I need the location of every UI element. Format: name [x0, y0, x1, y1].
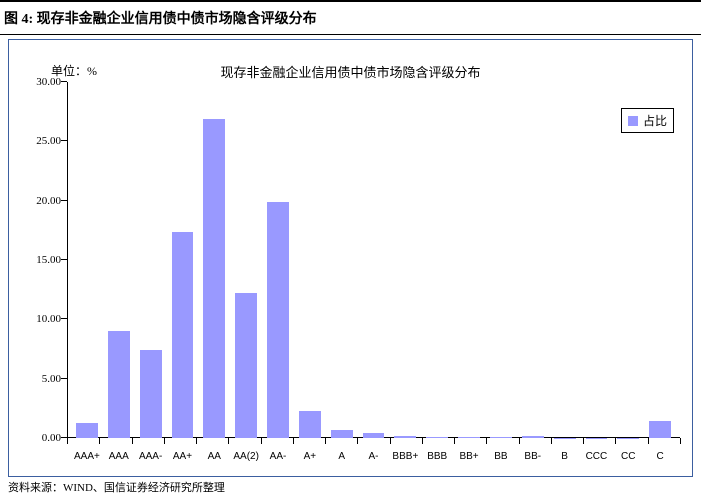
bar: C — [649, 421, 671, 438]
x-tick — [132, 438, 133, 444]
x-tick — [519, 438, 520, 444]
y-tick-label: 10.00 — [19, 313, 61, 325]
x-category-label: A — [338, 451, 345, 462]
bar: BB- — [522, 436, 544, 438]
x-tick — [422, 438, 423, 444]
x-category-label: AAA — [109, 451, 129, 462]
bar: A- — [363, 433, 385, 438]
x-tick — [164, 438, 165, 444]
plot-area: 0.005.0010.0015.0020.0025.0030.00 AAA+AA… — [67, 82, 680, 438]
bar: AAA — [108, 331, 130, 438]
bar: BBB+ — [394, 436, 416, 438]
source-text: 资料来源：WIND、国信证券经济研究所整理 — [8, 482, 225, 494]
bar: AAA+ — [76, 423, 98, 438]
bar: A+ — [299, 411, 321, 438]
chart-title: 现存非金融企业信用债中债市场隐含评级分布 — [220, 62, 480, 81]
x-tick — [357, 438, 358, 444]
x-tick — [648, 438, 649, 444]
y-tick-label: 15.00 — [19, 254, 61, 266]
x-tick — [390, 438, 391, 444]
bars-region: AAA+AAAAAA-AA+AAAA(2)AA-A+AA-BBB+BBBBB+B… — [67, 82, 680, 438]
bar: AAA- — [140, 350, 162, 438]
bar: A — [331, 430, 353, 438]
bar: BBB — [426, 437, 448, 438]
bar: AA — [203, 119, 225, 438]
chart-container: 单位：% 现存非金融企业信用债中债市场隐含评级分布 占比 0.005.0010.… — [8, 39, 693, 477]
x-category-label: BBB — [427, 451, 447, 462]
x-category-label: B — [561, 451, 568, 462]
x-category-label: C — [656, 451, 663, 462]
x-category-label: AA+ — [173, 451, 192, 462]
x-category-label: AA — [208, 451, 221, 462]
y-tick-label: 5.00 — [19, 373, 61, 385]
x-tick — [196, 438, 197, 444]
x-tick — [680, 438, 681, 444]
x-category-label: CCC — [586, 451, 608, 462]
x-tick — [293, 438, 294, 444]
x-category-label: BB — [494, 451, 507, 462]
x-category-label: AA- — [270, 451, 287, 462]
x-tick — [67, 438, 68, 444]
x-tick — [228, 438, 229, 444]
x-category-label: AAA+ — [74, 451, 100, 462]
x-tick — [99, 438, 100, 444]
x-category-label: AAA- — [139, 451, 162, 462]
x-tick — [454, 438, 455, 444]
x-tick — [325, 438, 326, 444]
figure-header: 图 4: 现存非金融企业信用债中债市场隐含评级分布 — [0, 0, 701, 35]
x-category-label: A- — [369, 451, 379, 462]
bar: AA+ — [172, 232, 194, 438]
source-note: 资料来源：WIND、国信证券经济研究所整理 — [8, 479, 693, 495]
x-category-label: BBB+ — [392, 451, 418, 462]
y-tick-label: 20.00 — [19, 195, 61, 207]
bar: BB — [490, 437, 512, 438]
y-tick-label: 25.00 — [19, 135, 61, 147]
x-category-label: AA(2) — [233, 451, 259, 462]
x-tick — [551, 438, 552, 444]
x-category-label: A+ — [304, 451, 317, 462]
x-tick — [615, 438, 616, 444]
x-tick — [261, 438, 262, 444]
bar: AA- — [267, 202, 289, 438]
figure-title: 图 4: 现存非金融企业信用债中债市场隐含评级分布 — [4, 12, 317, 27]
x-category-label: BB- — [524, 451, 541, 462]
x-category-label: BB+ — [459, 451, 478, 462]
x-tick — [583, 438, 584, 444]
x-tick — [486, 438, 487, 444]
y-tick-label: 0.00 — [19, 432, 61, 444]
y-tick-label: 30.00 — [19, 76, 61, 88]
bar: AA(2) — [235, 293, 257, 438]
bar: BB+ — [458, 437, 480, 438]
x-category-label: CC — [621, 451, 635, 462]
